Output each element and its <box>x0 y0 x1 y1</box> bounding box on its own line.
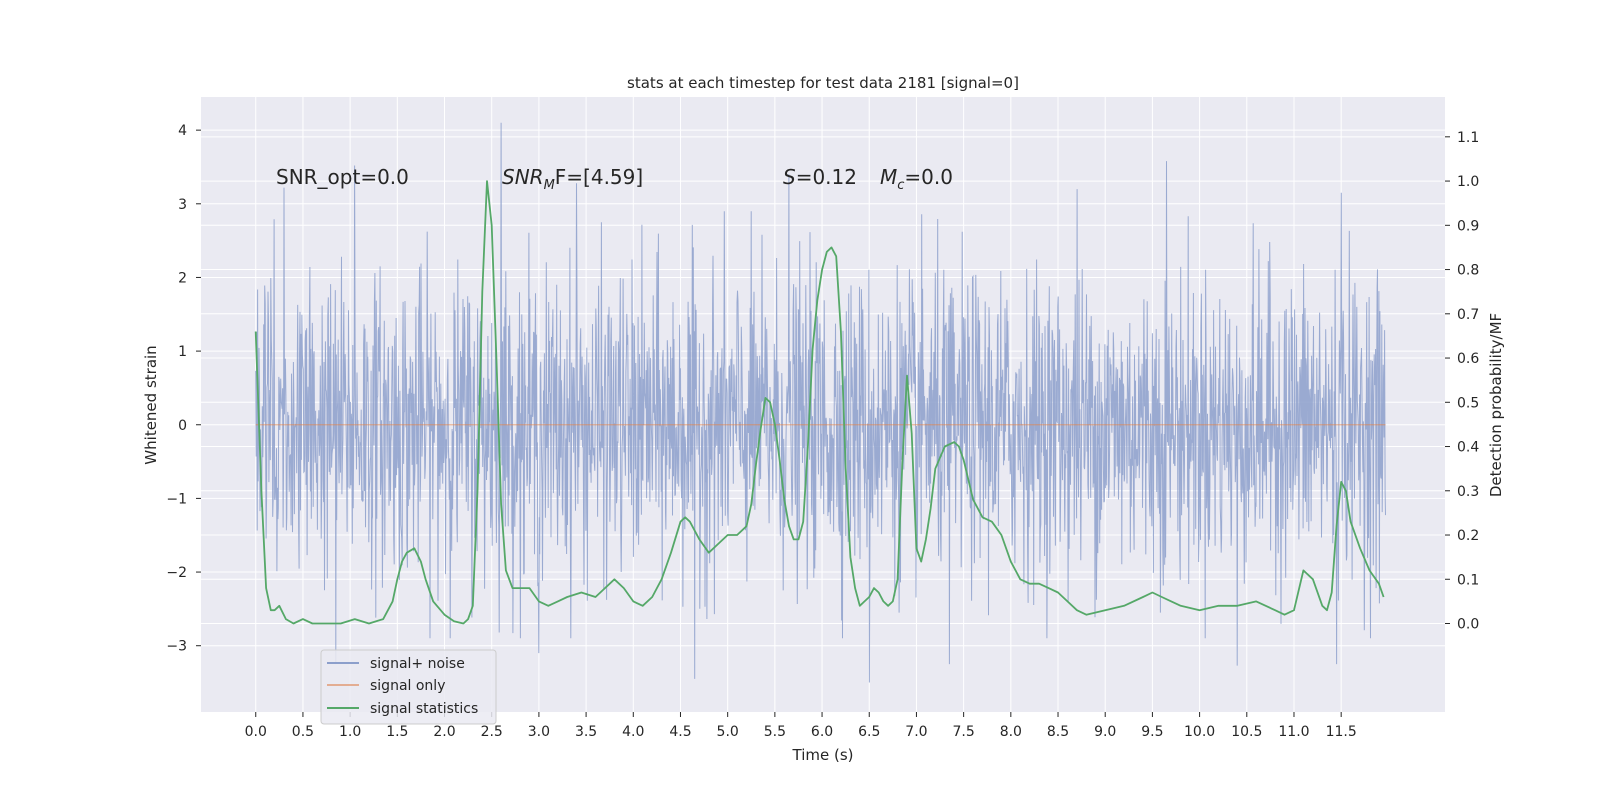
noise-series <box>255 122 1386 683</box>
annotation-snr-mf-sub: M <box>544 178 555 193</box>
x-tick-label: 11.5 <box>1326 724 1357 740</box>
y-axis-label: Whitened strain <box>142 345 160 464</box>
x-tick-label: 3.0 <box>528 724 550 740</box>
x-tick-label: 5.0 <box>717 724 739 740</box>
y-tick-label: 2 <box>178 270 187 286</box>
annotation-snr-mf-base: SNR <box>502 165 544 189</box>
chart-title: stats at each timestep for test data 218… <box>627 74 1019 92</box>
x-tick-label: 2.0 <box>433 724 455 740</box>
signal-statistics-line <box>254 180 1385 625</box>
y-tick-label: −1 <box>166 491 187 507</box>
x-tick-label: 8.0 <box>1000 724 1022 740</box>
y-right-tick-label: 0.1 <box>1457 572 1479 588</box>
x-tick-label: 6.0 <box>811 724 833 740</box>
annotation-mc-sub: c <box>897 178 904 193</box>
annotation-mc: Mc=0.0 <box>880 165 953 193</box>
x-axis-label: Time (s) <box>792 746 854 764</box>
annotation-s-value: =0.12 <box>796 165 857 189</box>
annotation-s-stat: S=0.12 <box>783 165 857 189</box>
y-right-tick-label: 0.5 <box>1457 395 1479 411</box>
x-tick-label: 1.0 <box>339 724 361 740</box>
y-right-tick-label: 0.3 <box>1457 484 1479 500</box>
x-tick-label: 9.5 <box>1141 724 1163 740</box>
annotation-snr-opt: SNR_opt=0.0 <box>276 165 409 189</box>
x-tick-label: 3.5 <box>575 724 597 740</box>
legend: signal+ noise signal only signal statist… <box>320 649 497 725</box>
y-tick-label: 0 <box>178 418 187 434</box>
y-right-tick-label: 0.6 <box>1457 351 1479 367</box>
x-tick-label: 11.0 <box>1278 724 1309 740</box>
y-axis-right: 0.0 0.1 0.2 0.3 0.4 0.5 0.6 0.7 0.8 0.9 1.0 1.1 <box>1445 130 1479 633</box>
x-tick-label: 4.0 <box>622 724 644 740</box>
y-tick-label: 1 <box>178 344 187 360</box>
y-axis-left: −3 −2 −1 0 1 2 3 4 <box>166 123 201 655</box>
x-tick-label: 10.0 <box>1184 724 1215 740</box>
noise-line <box>255 122 1386 683</box>
x-tick-label: 10.5 <box>1231 724 1262 740</box>
y-axis-right-label: Detection probability/MF <box>1487 313 1505 497</box>
y-right-tick-label: 1.0 <box>1457 174 1479 190</box>
legend-box <box>320 649 497 725</box>
y-tick-label: 3 <box>178 197 187 213</box>
x-tick-label: 7.5 <box>953 724 975 740</box>
x-tick-label: 7.0 <box>905 724 927 740</box>
x-tick-label: 1.5 <box>386 724 408 740</box>
annotation-mc-value: =0.0 <box>904 165 953 189</box>
y-right-tick-label: 0.2 <box>1457 528 1479 544</box>
y-right-tick-label: 0.4 <box>1457 440 1479 456</box>
x-tick-label: 8.5 <box>1047 724 1069 740</box>
y-right-tick-label: 1.1 <box>1457 130 1479 146</box>
x-tick-label: 9.0 <box>1094 724 1116 740</box>
legend-label-noise: signal+ noise <box>370 656 465 672</box>
x-tick-label: 4.5 <box>669 724 691 740</box>
y-tick-label: −2 <box>166 565 187 581</box>
x-tick-label: 0.0 <box>245 724 267 740</box>
x-tick-label: 6.5 <box>858 724 880 740</box>
x-tick-label: 0.5 <box>292 724 314 740</box>
y-right-tick-label: 0.7 <box>1457 307 1479 323</box>
signal-statistics-series <box>254 180 1385 625</box>
x-tick-label: 5.5 <box>764 724 786 740</box>
x-tick-label: 2.5 <box>481 724 503 740</box>
legend-label-signal: signal only <box>370 678 445 694</box>
legend-label-stats: signal statistics <box>370 701 478 717</box>
annotation-mc-var: M <box>880 165 897 189</box>
y-tick-label: −3 <box>166 639 187 655</box>
annotation-snr-mf: SNRMF=[4.59] <box>502 165 643 193</box>
annotation-snr-mf-rest: F=[4.59] <box>555 165 643 189</box>
x-axis: 0.0 0.5 1.0 1.5 2.0 2.5 3.0 3.5 4.0 4.5 5.0 5.5 6.0 6… <box>245 712 1357 740</box>
annotation-s-var: S <box>783 165 796 189</box>
y-tick-label: 4 <box>178 123 187 139</box>
y-right-tick-label: 0.8 <box>1457 263 1479 279</box>
y-right-tick-label: 0.9 <box>1457 218 1479 234</box>
y-right-tick-label: 0.0 <box>1457 617 1479 633</box>
